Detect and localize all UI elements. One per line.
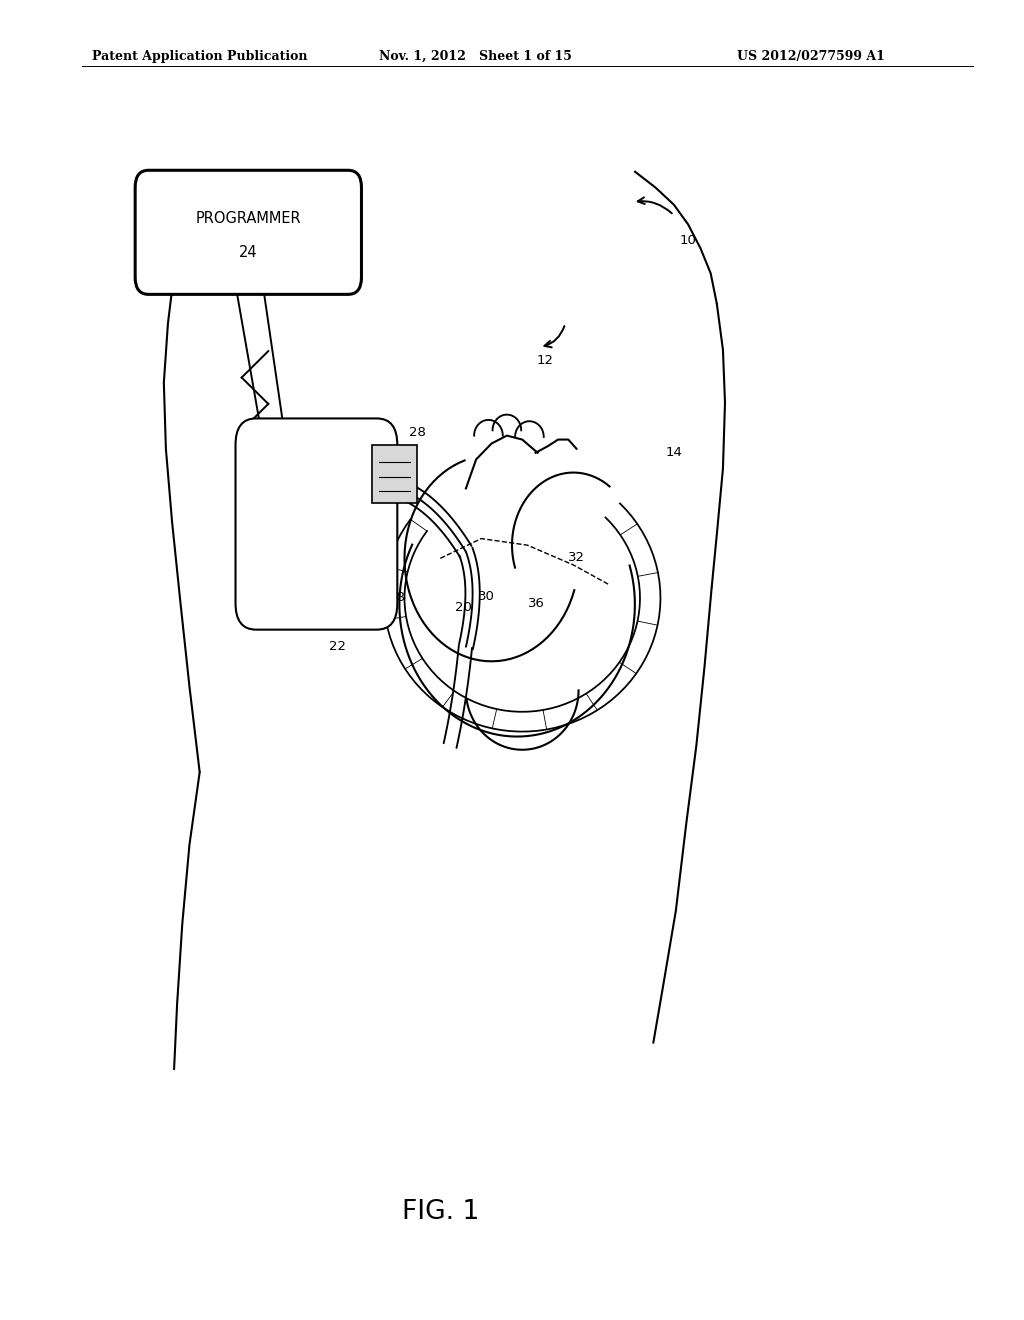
Text: 22: 22 — [330, 640, 346, 653]
FancyBboxPatch shape — [372, 445, 417, 503]
FancyBboxPatch shape — [236, 418, 397, 630]
Text: 14: 14 — [666, 446, 682, 459]
Text: 32: 32 — [568, 550, 585, 564]
Text: 26: 26 — [369, 491, 385, 504]
Text: US 2012/0277599 A1: US 2012/0277599 A1 — [737, 50, 885, 63]
Text: 30: 30 — [478, 590, 495, 603]
Text: 28: 28 — [410, 426, 426, 440]
Text: 18: 18 — [389, 591, 406, 605]
Text: Nov. 1, 2012   Sheet 1 of 15: Nov. 1, 2012 Sheet 1 of 15 — [379, 50, 571, 63]
FancyBboxPatch shape — [135, 170, 361, 294]
Text: 24: 24 — [239, 244, 258, 260]
Text: PROGRAMMER: PROGRAMMER — [196, 211, 301, 226]
Text: 16: 16 — [261, 578, 278, 591]
Text: 20: 20 — [456, 601, 472, 614]
Text: FIG. 1: FIG. 1 — [401, 1199, 479, 1225]
Text: 12: 12 — [537, 354, 553, 367]
Text: 36: 36 — [528, 597, 545, 610]
Text: 10: 10 — [680, 234, 696, 247]
Text: Patent Application Publication: Patent Application Publication — [92, 50, 307, 63]
